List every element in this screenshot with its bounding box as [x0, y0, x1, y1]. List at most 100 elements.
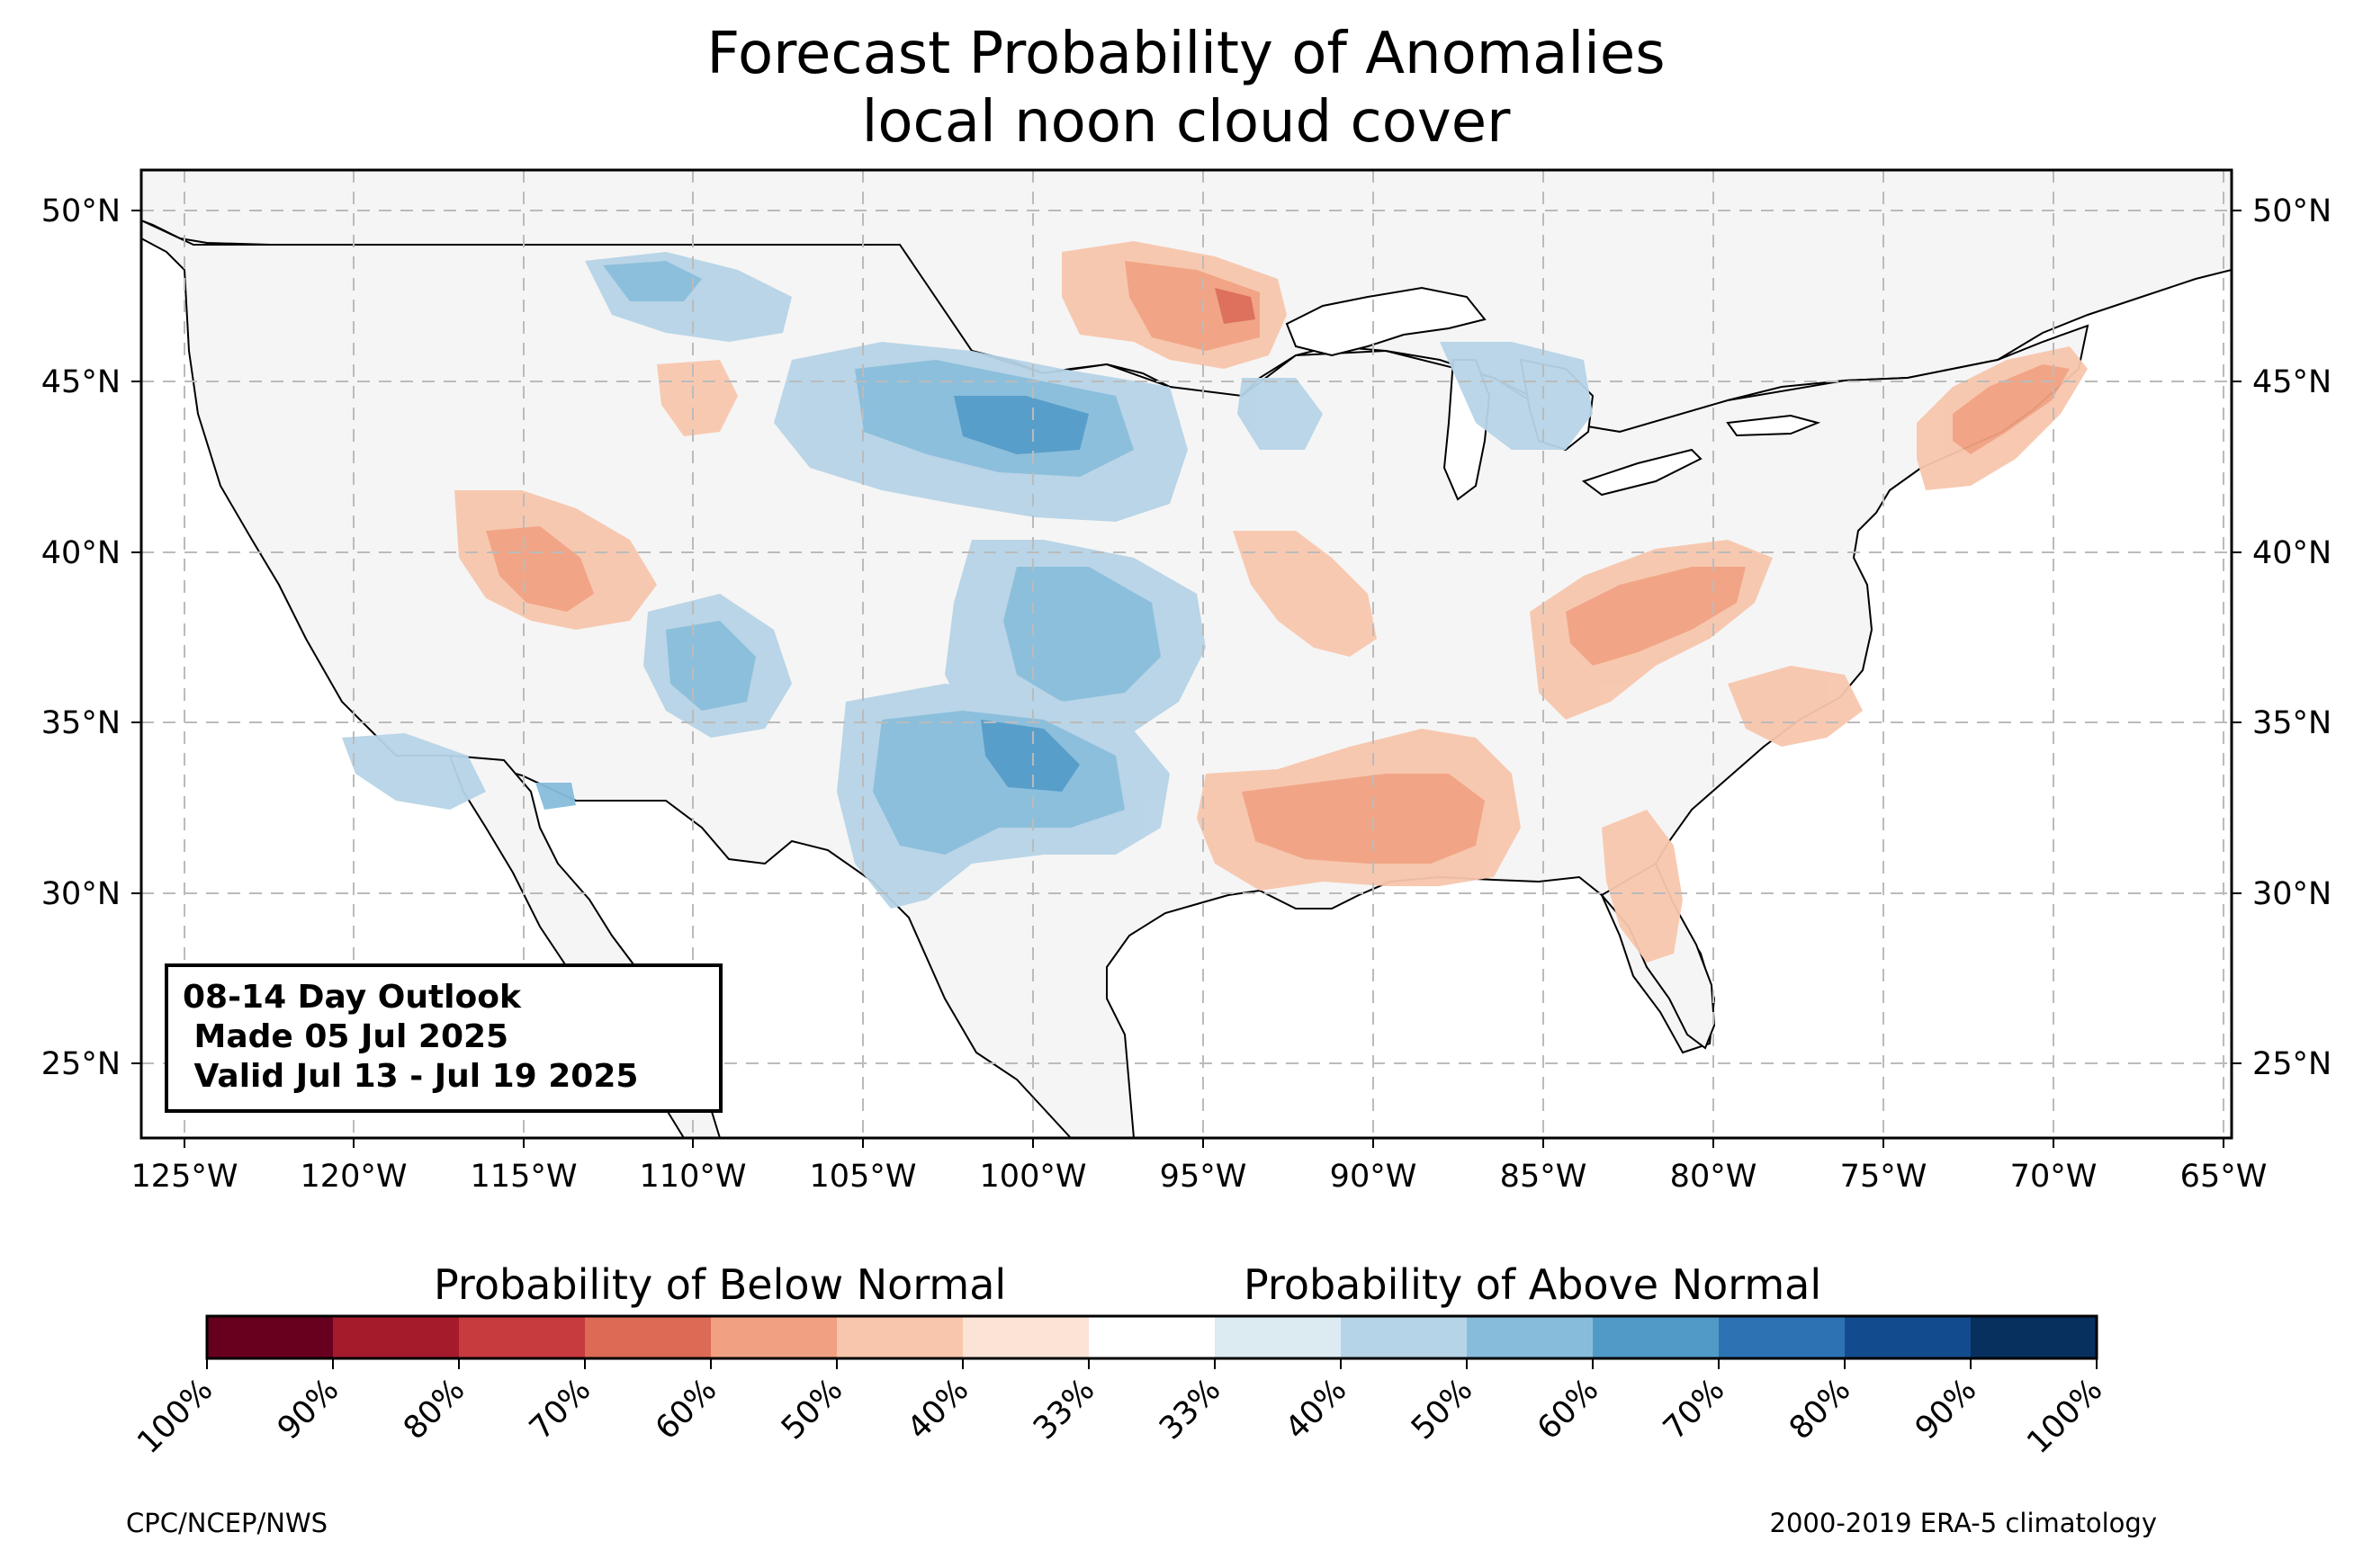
colorbar-swatch: [711, 1316, 838, 1358]
lon-label: 70°W: [2010, 1159, 2098, 1195]
map-frame-border: [139, 168, 2233, 1140]
below-patch-utah-core: [486, 526, 594, 612]
colorbar-above-normal-title: Probability of Above Normal: [1244, 1260, 1822, 1309]
lon-label: 75°W: [1840, 1159, 1927, 1195]
colorbar-swatch: [837, 1316, 964, 1358]
below-patch-upper-midwest-core: [1125, 261, 1260, 351]
lon-label: 120°W: [301, 1159, 408, 1195]
below-patch-southeast-core: [1242, 774, 1485, 864]
lat-label: 30°N: [2252, 876, 2332, 912]
lon-label: 125°W: [131, 1159, 238, 1195]
colorbar: [205, 1314, 2098, 1369]
lat-label: 40°N: [2252, 535, 2332, 571]
latitude-labels-right: 50°N 45°N 40°N 35°N 30°N 25°N: [2252, 193, 2332, 1082]
lon-label: 110°W: [640, 1159, 747, 1195]
colorbar-tick-label: 100%: [130, 1372, 220, 1461]
graticule: [141, 170, 2232, 1138]
lat-label: 30°N: [41, 876, 121, 912]
below-patch-appalachia-core: [1566, 567, 1746, 666]
lon-label: 115°W: [471, 1159, 578, 1195]
colorbar-tick-labels: 100% 90% 80% 70% 60% 50% 40% 33% 33% 40% 50% 60% 70%…: [130, 1372, 2109, 1461]
colorbar-swatch: [585, 1316, 712, 1358]
colorbar-swatch: [333, 1316, 460, 1358]
colorbar-tick-label: 60%: [649, 1372, 723, 1447]
colorbar-tick-label: 33%: [1027, 1372, 1101, 1447]
colorbar-swatch: [963, 1316, 1090, 1358]
map-title-line-2: local noon cloud cover: [861, 89, 1511, 156]
lon-label: 100°W: [980, 1159, 1087, 1195]
lon-label: 90°W: [1330, 1159, 1417, 1195]
colorbar-tick-label: 40%: [1279, 1372, 1353, 1447]
above-patch-california-coast: [342, 733, 486, 810]
colorbar-swatch: [459, 1316, 586, 1358]
colorbar-tick-label: 70%: [1657, 1372, 1731, 1447]
lon-label: 65°W: [2180, 1159, 2268, 1195]
outlook-valid-range: Valid Jul 13 - Jul 19 2025: [183, 1058, 639, 1095]
colorbar-tick-label: 70%: [523, 1372, 597, 1447]
above-patch-kansas-core: [1003, 567, 1161, 702]
colorbar-swatch: [1215, 1316, 1342, 1358]
colorbar-tick-label: 90%: [271, 1372, 346, 1447]
lake-ontario: [1726, 414, 1821, 437]
below-patch-montana: [657, 360, 738, 436]
above-patch-michigan: [1440, 342, 1593, 450]
lat-label: 45°N: [2252, 364, 2332, 400]
lat-label: 25°N: [41, 1046, 121, 1082]
colorbar-tick-label: 90%: [1909, 1372, 1983, 1447]
colorbar-swatch: [1593, 1316, 1720, 1358]
colorbar-tick-label: 33%: [1153, 1372, 1227, 1447]
lat-label: 35°N: [2252, 705, 2332, 741]
lat-label: 25°N: [2252, 1046, 2332, 1082]
lake-superior: [1285, 286, 1487, 357]
colorbar-swatch: [1089, 1316, 1216, 1358]
colorbar-tick-label: 50%: [775, 1372, 849, 1447]
outlook-info-box: 08-14 Day Outlook Made 05 Jul 2025 Valid…: [165, 963, 723, 1113]
below-patch-carolinas: [1728, 666, 1863, 747]
footer-source-credit: CPC/NCEP/NWS: [126, 1508, 328, 1538]
colorbar-below-normal-title: Probability of Below Normal: [434, 1260, 1007, 1309]
map-content: [141, 170, 2232, 1138]
colorbar-tick-label: 80%: [397, 1372, 472, 1447]
lon-label: 95°W: [1160, 1159, 1247, 1195]
below-patch-georgia: [1602, 810, 1683, 963]
below-normal-anomalies: [454, 241, 2088, 963]
colorbar-tick-label: 50%: [1405, 1372, 1479, 1447]
below-patch-missouri: [1233, 531, 1377, 657]
lat-label: 40°N: [41, 535, 121, 571]
below-patch-upper-midwest-peak: [1215, 288, 1255, 324]
colorbar-swatch: [1467, 1316, 1594, 1358]
outlook-made-date: Made 05 Jul 2025: [183, 1018, 509, 1055]
colorbar-swatch: [1341, 1316, 1468, 1358]
axis-ticks: [131, 210, 2242, 1148]
lat-label: 35°N: [41, 705, 121, 741]
lon-label: 80°W: [1670, 1159, 1757, 1195]
lon-label: 85°W: [1500, 1159, 1587, 1195]
map-title-line-1: Forecast Probability of Anomalies: [706, 21, 1666, 87]
above-patch-arizona: [535, 783, 576, 810]
colorbar-tick-label: 80%: [1783, 1372, 1857, 1447]
colorbar-tick-label: 40%: [901, 1372, 975, 1447]
longitude-labels: 125°W 120°W 115°W 110°W 105°W 100°W 95°W…: [131, 1159, 2268, 1195]
lat-label: 45°N: [41, 364, 121, 400]
above-patch-wisconsin: [1237, 378, 1323, 450]
colorbar-swatch: [1719, 1316, 1846, 1358]
latitude-labels-left: 50°N 45°N 40°N 35°N 30°N 25°N: [41, 193, 121, 1082]
colorbar-swatch: [1845, 1316, 1972, 1358]
outlook-title: 08-14 Day Outlook: [183, 979, 521, 1016]
colorbar-swatch: [207, 1316, 334, 1358]
colorbar-swatch: [1971, 1316, 2098, 1358]
colorbar-border: [205, 1314, 2098, 1360]
colorbar-tick-label: 100%: [2020, 1372, 2109, 1461]
above-patch-four-corners-core: [666, 621, 756, 711]
lake-erie: [1581, 448, 1703, 497]
above-normal-anomalies: [342, 252, 1593, 909]
above-patch-montana-north-core: [603, 261, 702, 301]
lat-label: 50°N: [2252, 193, 2332, 229]
footer-climatology-note: 2000-2019 ERA-5 climatology: [1769, 1508, 2157, 1538]
lon-label: 105°W: [810, 1159, 917, 1195]
above-patch-southern-plains-core: [981, 720, 1080, 792]
above-patch-great-plains-core: [954, 396, 1089, 454]
colorbar-tick-label: 60%: [1531, 1372, 1605, 1447]
lat-label: 50°N: [41, 193, 121, 229]
